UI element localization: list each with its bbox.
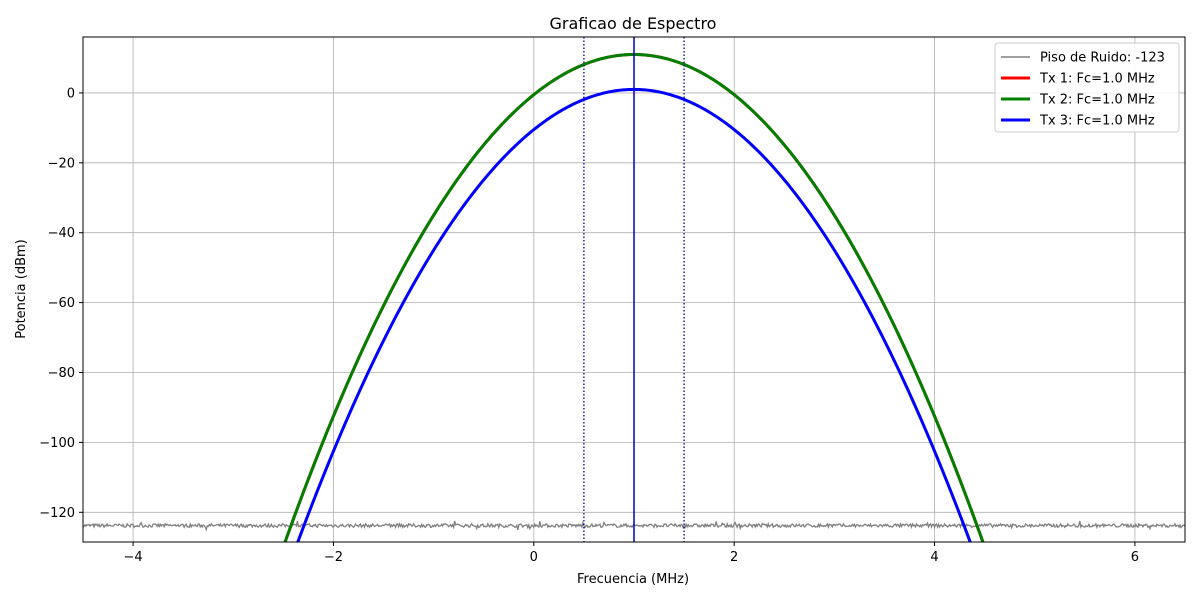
y-tick-label: −20: [48, 156, 75, 171]
y-tick-label: −100: [39, 436, 75, 451]
x-axis-label: Frecuencia (MHz): [577, 572, 689, 587]
y-axis-label: Potencia (dBm): [14, 239, 29, 339]
x-tick-label: 4: [930, 550, 938, 565]
x-tick-label: −2: [324, 550, 343, 565]
y-tick-label: −120: [39, 506, 75, 521]
x-tick-label: 6: [1131, 550, 1139, 565]
y-tick-label: −40: [48, 226, 75, 241]
x-tick-label: 2: [730, 550, 738, 565]
y-tick-label: 0: [67, 86, 75, 101]
chart-title: Graficao de Espectro: [550, 14, 717, 33]
y-tick-label: −80: [48, 366, 75, 381]
legend-label: Tx 1: Fc=1.0 MHz: [1039, 72, 1155, 87]
legend-label: Tx 2: Fc=1.0 MHz: [1039, 93, 1155, 108]
y-tick-label: −60: [48, 296, 75, 311]
legend-label: Tx 3: Fc=1.0 MHz: [1039, 114, 1155, 129]
x-tick-label: −4: [124, 550, 143, 565]
x-tick-label: 0: [530, 550, 538, 565]
legend-label: Piso de Ruido: -123: [1040, 51, 1165, 66]
legend: Piso de Ruido: -123 Tx 1: Fc=1.0 MHz Tx 2:…: [995, 43, 1179, 132]
